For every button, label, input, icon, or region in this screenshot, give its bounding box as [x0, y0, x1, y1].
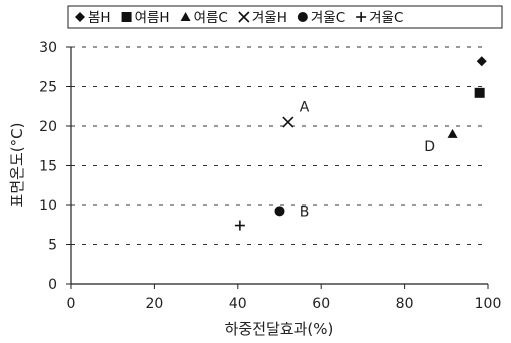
data-point-square-1	[474, 87, 485, 98]
x-tick-label-40: 40	[229, 296, 247, 312]
legend-marker-plus	[356, 12, 367, 22]
y-tick-label-30: 30	[39, 40, 57, 56]
annotation-A: A	[300, 99, 310, 115]
legend-marker-circle	[297, 12, 308, 22]
y-tick-label-5: 5	[48, 238, 57, 254]
y-tick-label-15: 15	[39, 159, 57, 175]
y-tick-label-0: 0	[48, 277, 57, 293]
legend-item-5: 겨울C	[356, 10, 403, 26]
data-point-x-3	[282, 116, 294, 128]
legend-label: 봄H	[88, 10, 111, 26]
legend-box	[67, 5, 503, 29]
legend-marker-triangle	[180, 12, 191, 21]
legend-item-3: 겨울H	[238, 10, 287, 26]
legend-label: 겨울H	[252, 10, 287, 26]
x-tick-label-0: 0	[67, 296, 76, 312]
legend-item-4: 겨울C	[297, 10, 345, 26]
legend-marker-diamond	[75, 12, 85, 22]
x-tick-label-80: 80	[396, 296, 414, 312]
legend-label: 겨울C	[311, 10, 345, 26]
data-points	[234, 56, 487, 231]
legend-label: 여름C	[194, 10, 228, 26]
annotation-D: D	[424, 139, 435, 155]
gridlines	[71, 46, 488, 245]
x-tick-label-60: 60	[312, 296, 330, 312]
legend-label: 여름H	[135, 10, 170, 26]
legend-label: 겨울C	[369, 10, 403, 26]
annotation-B: B	[300, 204, 310, 220]
annotations: A B D	[300, 99, 435, 220]
y-tick-label-25: 25	[39, 80, 57, 96]
x-tick-label-20: 20	[145, 296, 163, 312]
y-tick-label-10: 10	[39, 198, 57, 214]
legend: 봄H 여름H 여름C 겨울H 겨울C 겨울C	[67, 5, 503, 29]
x-axis-title: 하중전달효과(%)	[225, 320, 334, 338]
legend-item-1: 여름H	[121, 10, 170, 26]
y-axis-title: 표면온도(°C)	[8, 123, 26, 208]
data-point-circle-4	[274, 206, 285, 217]
y-tick-label-20: 20	[39, 119, 57, 135]
legend-marker-x	[238, 11, 250, 23]
tick-labels: 0 5 10 15 20 25 30 0 20 40 60 80 100	[39, 40, 501, 312]
data-point-diamond-0	[476, 56, 487, 67]
x-tick-label-100: 100	[475, 296, 502, 312]
data-point-triangle-2	[447, 128, 458, 138]
legend-item-0: 봄H	[75, 10, 111, 26]
legend-item-2: 여름C	[180, 10, 228, 26]
legend-marker-square	[121, 12, 132, 22]
data-point-plus-5	[234, 220, 245, 231]
